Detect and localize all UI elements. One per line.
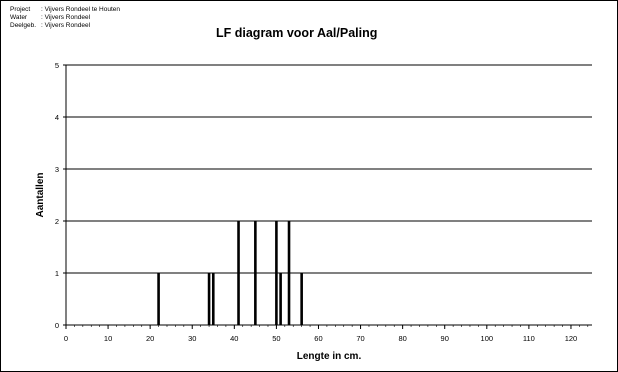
x-tick-label: 60: [314, 334, 322, 343]
bar: [254, 221, 257, 325]
y-tick-label: 1: [55, 269, 59, 278]
chart-title: LF diagram voor Aal/Paling: [216, 26, 378, 40]
y-tick-label: 0: [55, 321, 59, 330]
axes: [65, 65, 592, 326]
x-tick-label: 120: [565, 334, 578, 343]
bar: [275, 221, 278, 325]
y-tick-label: 2: [55, 217, 59, 226]
bar: [211, 273, 215, 325]
bar: [237, 221, 240, 325]
y-axis-label: Aantallen: [35, 172, 46, 217]
x-tick-label: 20: [146, 334, 154, 343]
y-ticks: 0 1 2 3 4 5: [55, 61, 66, 330]
bar: [207, 273, 211, 325]
bars: [157, 221, 303, 325]
meta-water: Water: Vijvers Rondeel: [10, 14, 91, 21]
x-tick-label: 80: [398, 334, 406, 343]
x-ticks: 0 10 20 30 40 50 60 70 80 90 100 110 120: [64, 325, 589, 343]
project-meta: Project: Vijvers Rondeel te Houten Water…: [10, 6, 120, 30]
y-tick-label: 5: [55, 61, 59, 70]
x-axis-label: Lengte in cm.: [297, 351, 362, 362]
x-tick-label: 70: [356, 334, 364, 343]
x-tick-label: 100: [481, 334, 494, 343]
x-tick-label: 40: [230, 334, 238, 343]
y-tick-label: 3: [55, 165, 59, 174]
meta-project: Project: Vijvers Rondeel te Houten: [10, 6, 121, 13]
x-tick-label: 30: [188, 334, 196, 343]
bar: [300, 273, 303, 325]
x-tick-label: 110: [523, 334, 535, 343]
y-tick-label: 4: [55, 113, 59, 122]
x-tick-label: 10: [104, 334, 112, 343]
x-tick-label: 50: [272, 334, 280, 343]
bar: [279, 273, 282, 325]
x-tick-label: 90: [441, 334, 449, 343]
gridlines: [66, 64, 592, 274]
x-tick-label: 0: [64, 334, 68, 343]
meta-deelgebied: Deelgeb.: Vijvers Rondeel: [10, 22, 91, 29]
bar: [157, 273, 160, 325]
bar: [287, 221, 291, 325]
